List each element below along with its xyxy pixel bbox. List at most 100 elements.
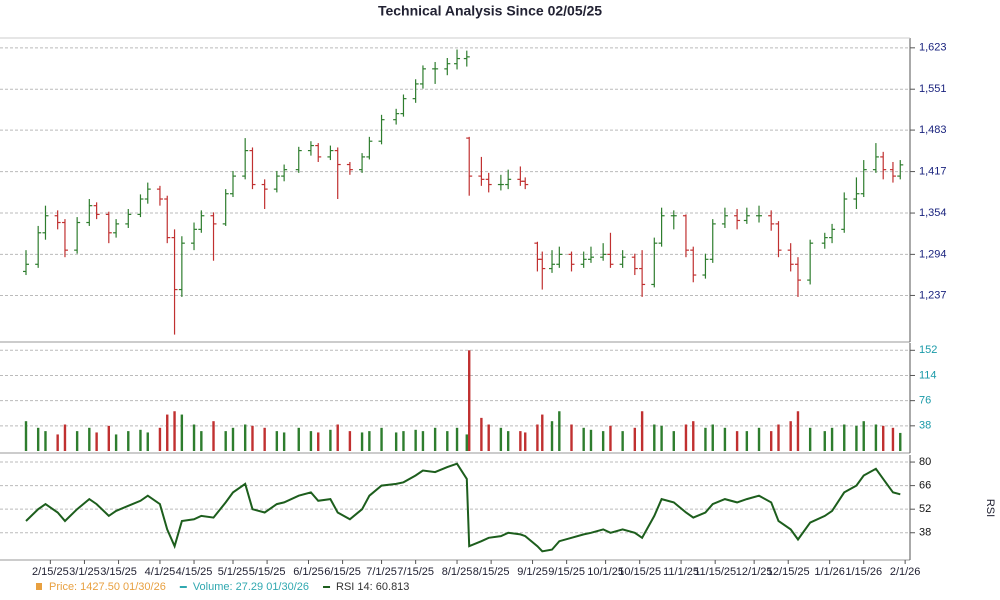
x-tick-label: 11/1/25	[663, 566, 699, 578]
volume-bar	[874, 424, 878, 451]
volume-bar	[180, 414, 184, 451]
volume-bar	[541, 414, 544, 451]
volume-bar	[723, 427, 727, 451]
x-tick-label: 11/15/25	[694, 566, 736, 578]
volume-bar	[891, 427, 895, 451]
volume-bar	[414, 429, 417, 451]
x-tick-label: 5/1/25	[218, 566, 249, 578]
y-tick-label: 1,483	[919, 124, 947, 136]
volume-bar	[468, 350, 471, 451]
volume-bar	[745, 431, 749, 451]
volume-bar	[789, 421, 792, 451]
volume-bar	[200, 431, 203, 451]
x-tick-label: 6/1/25	[293, 566, 324, 578]
volume-bar	[808, 427, 812, 451]
volume-bar	[224, 431, 227, 451]
legend-label: RSI 14: 60.813	[336, 581, 409, 593]
volume-bar	[589, 429, 593, 451]
x-tick-label: 6/15/25	[324, 566, 361, 578]
volume-bar	[465, 434, 468, 451]
y-tick-label: 1,237	[919, 289, 947, 301]
volume-bar	[582, 427, 585, 451]
x-tick-label: 2/1/26	[890, 566, 921, 578]
legend-swatch	[36, 583, 42, 590]
volume-bar	[882, 425, 885, 451]
chart-title: Technical Analysis Since 02/05/25	[378, 3, 602, 19]
volume-bar	[394, 432, 398, 451]
volume-bar	[56, 434, 59, 451]
rsi-axis-label: RSI	[984, 499, 996, 517]
volume-bar	[433, 427, 437, 451]
x-tick-label: 10/15/25	[618, 566, 661, 578]
x-tick-label: 12/15/25	[767, 566, 810, 578]
x-tick-label: 3/15/25	[100, 566, 137, 578]
volume-bar	[455, 427, 459, 451]
volume-bar	[609, 425, 612, 451]
volume-bar	[446, 431, 449, 451]
volume-bar	[558, 411, 561, 451]
volume-bar	[692, 421, 695, 451]
x-tick-label: 7/15/25	[397, 566, 434, 578]
x-tick-label: 2/15/25	[32, 566, 69, 578]
volume-bar	[329, 429, 332, 451]
volume-bar	[282, 432, 286, 451]
volume-bar	[212, 421, 215, 451]
volume-bar	[139, 429, 142, 451]
volume-bar	[24, 421, 28, 451]
y-tick-label: 38	[919, 420, 931, 432]
volume-bar	[36, 427, 40, 451]
volume-bar	[711, 424, 714, 451]
volume-bar	[107, 425, 110, 451]
y-tick-label: 1,551	[919, 83, 947, 95]
volume-bar	[336, 424, 339, 451]
y-tick-label: 1,294	[919, 248, 947, 260]
volume-bar	[317, 432, 320, 451]
volume-bar	[166, 414, 169, 451]
y-tick-label: 38	[919, 527, 931, 539]
volume-bar	[251, 425, 254, 451]
volume-bar	[480, 417, 483, 451]
volume-bar	[275, 431, 279, 451]
volume-bar	[127, 431, 130, 451]
x-tick-label: 1/15/26	[845, 566, 882, 578]
volume-bar	[63, 424, 67, 451]
x-tick-label: 3/1/25	[69, 566, 100, 578]
volume-bar	[114, 434, 118, 451]
volume-bar	[536, 424, 539, 451]
volume-bar	[899, 432, 902, 451]
volume-bar	[88, 427, 91, 451]
volume-bar	[640, 411, 644, 451]
volume-bar	[421, 431, 425, 451]
volume-bar	[146, 432, 149, 451]
volume-bar	[360, 432, 364, 451]
volume-bar	[862, 421, 865, 451]
volume-bar	[519, 431, 522, 451]
volume-bar	[757, 427, 761, 451]
volume-bar	[524, 432, 527, 451]
volume-bar	[402, 431, 405, 451]
y-tick-label: 1,623	[919, 42, 947, 54]
volume-bar	[660, 425, 663, 451]
y-tick-label: 52	[919, 503, 931, 515]
x-tick-label: 4/15/25	[176, 566, 213, 578]
rsi-line	[25, 462, 901, 553]
volume-bar	[95, 432, 98, 451]
x-tick-label: 8/1/25	[442, 566, 473, 578]
volume-bar	[75, 431, 79, 451]
volume-bar	[855, 425, 858, 451]
x-tick-label: 4/1/25	[145, 566, 176, 578]
volume-bar	[653, 424, 656, 451]
x-tick-label: 5/15/25	[249, 566, 286, 578]
volume-bar	[672, 431, 675, 451]
volume-bar	[173, 411, 176, 451]
volume-bar	[735, 431, 739, 451]
volume-bar	[368, 431, 371, 451]
volume-bar	[487, 424, 490, 451]
volume-bar	[231, 427, 235, 451]
y-tick-label: 152	[919, 344, 937, 356]
volume-bar	[499, 427, 503, 451]
legend-label: Price: 1427.50 01/30/26	[49, 581, 166, 593]
volume-bar	[380, 427, 383, 451]
